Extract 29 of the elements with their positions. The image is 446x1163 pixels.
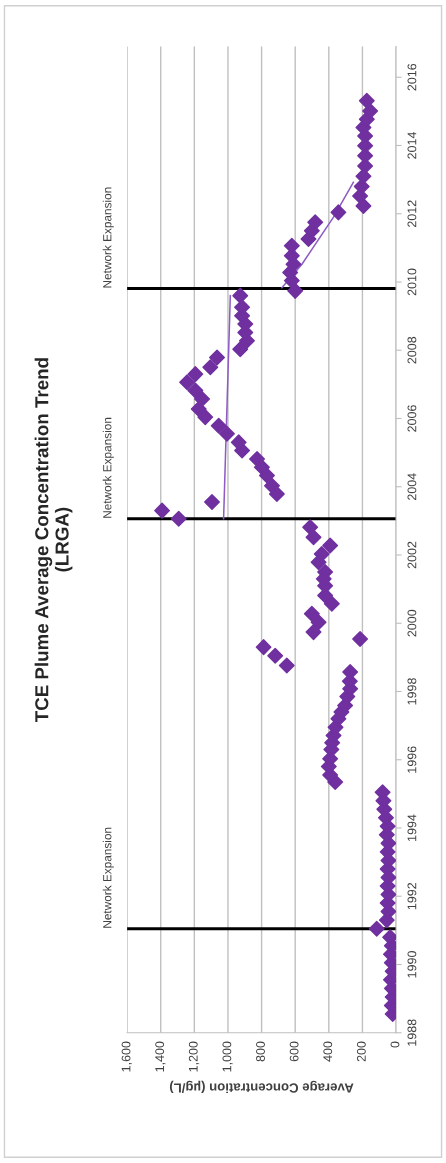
y-tick-label: 1996 bbox=[407, 746, 417, 773]
x-tick-label: 1,200 bbox=[188, 1041, 200, 1072]
y-tick-label: 1994 bbox=[407, 814, 417, 841]
y-tick-label: 1988 bbox=[407, 1019, 417, 1046]
ref-line-label: Network Expansion bbox=[102, 187, 114, 288]
x-tick-label: 1,600 bbox=[121, 1041, 132, 1072]
x-tick-label: 800 bbox=[256, 1041, 265, 1062]
y-tick-label: 2000 bbox=[407, 609, 417, 637]
y-tick-label: 2016 bbox=[407, 63, 417, 91]
x-tick-label: 0 bbox=[390, 1041, 400, 1048]
y-tick-label: 2012 bbox=[407, 200, 417, 228]
text: TCE Plume Average Concentration Trend (LRGA) bbox=[34, 358, 73, 723]
x-tick-label: 200 bbox=[356, 1041, 366, 1062]
x-axis-title: Average Concentration (µg/L) bbox=[169, 1080, 354, 1094]
ref-line-label: Network Expansion bbox=[102, 417, 114, 518]
y-tick-label: 1990 bbox=[407, 951, 417, 978]
y-tick-label: 2014 bbox=[407, 131, 417, 159]
y-tick-label: 2008 bbox=[407, 336, 417, 364]
y-tick-label: 2006 bbox=[407, 405, 417, 432]
x-tick-label: 1,000 bbox=[222, 1041, 233, 1072]
y-tick-label: 1998 bbox=[407, 678, 417, 705]
x-tick-label: 1,400 bbox=[155, 1041, 166, 1072]
ref-line-label: Network Expansion bbox=[102, 827, 114, 928]
y-tick-label: 2010 bbox=[407, 268, 417, 296]
y-tick-label: 1992 bbox=[407, 882, 417, 910]
y-tick-label: 2004 bbox=[407, 473, 417, 501]
x-tick-label: 400 bbox=[323, 1041, 333, 1062]
x-tick-label: 600 bbox=[289, 1041, 299, 1062]
y-tick-label: 2002 bbox=[407, 541, 417, 569]
